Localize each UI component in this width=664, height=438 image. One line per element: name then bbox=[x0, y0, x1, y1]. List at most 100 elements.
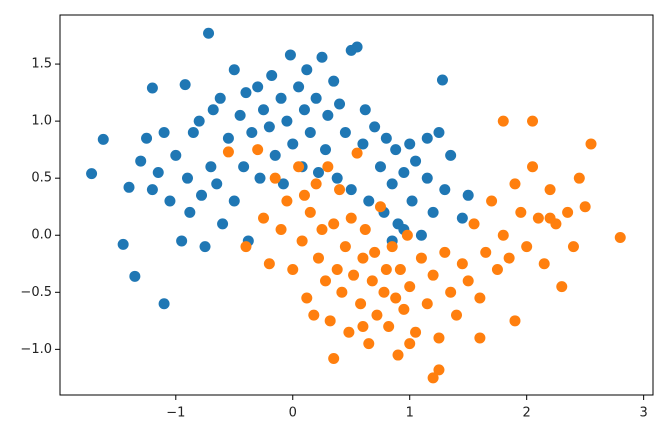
scatter-point bbox=[275, 224, 287, 236]
scatter-point bbox=[164, 195, 176, 207]
scatter-point bbox=[339, 127, 351, 139]
scatter-point bbox=[359, 224, 371, 236]
scatter-point bbox=[401, 229, 413, 241]
scatter-point bbox=[316, 224, 328, 236]
scatter-point bbox=[363, 195, 375, 207]
scatter-point bbox=[374, 161, 386, 173]
scatter-point bbox=[491, 263, 503, 275]
scatter-point bbox=[293, 81, 305, 93]
scatter-point bbox=[415, 229, 427, 241]
scatter-point bbox=[281, 195, 293, 207]
scatter-point bbox=[348, 269, 360, 281]
scatter-point bbox=[322, 161, 334, 173]
scatter-point bbox=[421, 298, 433, 310]
y-tick-label: −0.5 bbox=[20, 285, 52, 300]
scatter-point bbox=[266, 69, 278, 81]
scatter-point bbox=[277, 178, 289, 190]
scatter-point bbox=[199, 241, 211, 253]
scatter-point bbox=[556, 281, 568, 293]
x-tick-label: 1 bbox=[406, 406, 414, 421]
scatter-point bbox=[252, 81, 264, 93]
scatter-point bbox=[86, 168, 98, 180]
y-tick-label: 1.0 bbox=[31, 114, 52, 129]
scatter-point bbox=[404, 281, 416, 293]
scatter-point bbox=[336, 286, 348, 298]
scatter-point bbox=[380, 132, 392, 144]
scatter-point bbox=[214, 92, 226, 104]
scatter-point bbox=[369, 246, 381, 258]
scatter-point bbox=[228, 64, 240, 76]
scatter-point bbox=[158, 298, 170, 310]
scatter-point bbox=[263, 121, 275, 133]
scatter-point bbox=[345, 212, 357, 224]
scatter-point bbox=[380, 263, 392, 275]
scatter-point bbox=[269, 149, 281, 161]
scatter-point bbox=[301, 292, 313, 304]
scatter-point bbox=[456, 258, 468, 270]
scatter-point bbox=[217, 218, 229, 230]
scatter-point bbox=[117, 238, 129, 250]
scatter-point bbox=[158, 127, 170, 139]
scatter-point bbox=[170, 149, 182, 161]
scatter-point bbox=[614, 232, 626, 244]
scatter-point bbox=[196, 189, 208, 201]
scatter-point bbox=[293, 161, 305, 173]
scatter-point bbox=[451, 309, 463, 321]
scatter-point bbox=[521, 241, 533, 253]
scatter-point bbox=[205, 161, 217, 173]
scatter-point bbox=[263, 258, 275, 270]
x-tick-label: 0 bbox=[289, 406, 297, 421]
scatter-point bbox=[334, 98, 346, 110]
scatter-point bbox=[573, 172, 585, 184]
scatter-point bbox=[509, 178, 521, 190]
scatter-point bbox=[351, 147, 363, 159]
scatter-point bbox=[228, 195, 240, 207]
scatter-point bbox=[404, 138, 416, 150]
scatter-point bbox=[445, 286, 457, 298]
scatter-point bbox=[433, 364, 445, 376]
scatter-point bbox=[390, 292, 402, 304]
scatter-point bbox=[462, 275, 474, 287]
scatter-point bbox=[281, 115, 293, 127]
scatter-point bbox=[544, 184, 556, 196]
scatter-point bbox=[474, 332, 486, 344]
scatter-point bbox=[181, 172, 193, 184]
scatter-point bbox=[404, 338, 416, 350]
scatter-point bbox=[462, 189, 474, 201]
scatter-point bbox=[351, 41, 363, 53]
scatter-point bbox=[234, 109, 246, 121]
scatter-point bbox=[421, 132, 433, 144]
scatter-point bbox=[324, 315, 336, 327]
scatter-point bbox=[406, 195, 418, 207]
scatter-point bbox=[527, 161, 539, 173]
scatter-point bbox=[275, 92, 287, 104]
scatter-point bbox=[544, 212, 556, 224]
scatter-point bbox=[421, 172, 433, 184]
scatter-point bbox=[193, 115, 205, 127]
scatter-point bbox=[141, 132, 153, 144]
scatter-point bbox=[211, 178, 223, 190]
scatter-point bbox=[579, 201, 591, 213]
scatter-point bbox=[310, 178, 322, 190]
scatter-point bbox=[184, 206, 196, 218]
scatter-point bbox=[123, 181, 135, 193]
scatter-point bbox=[129, 270, 141, 282]
scatter-point bbox=[386, 241, 398, 253]
scatter-point bbox=[284, 49, 296, 61]
scatter-point bbox=[392, 349, 404, 361]
scatter-point bbox=[308, 309, 320, 321]
scatter-point bbox=[378, 286, 390, 298]
scatter-point bbox=[386, 178, 398, 190]
scatter-point bbox=[334, 184, 346, 196]
scatter-point bbox=[567, 241, 579, 253]
scatter-point bbox=[312, 166, 324, 178]
scatter-point bbox=[320, 144, 332, 156]
scatter-point bbox=[298, 189, 310, 201]
scatter-point bbox=[427, 206, 439, 218]
scatter-point bbox=[146, 82, 158, 94]
x-tick-label: −1 bbox=[166, 406, 185, 421]
scatter-point bbox=[562, 206, 574, 218]
y-tick-label: 0.5 bbox=[31, 171, 52, 186]
scatter-point bbox=[316, 51, 328, 63]
